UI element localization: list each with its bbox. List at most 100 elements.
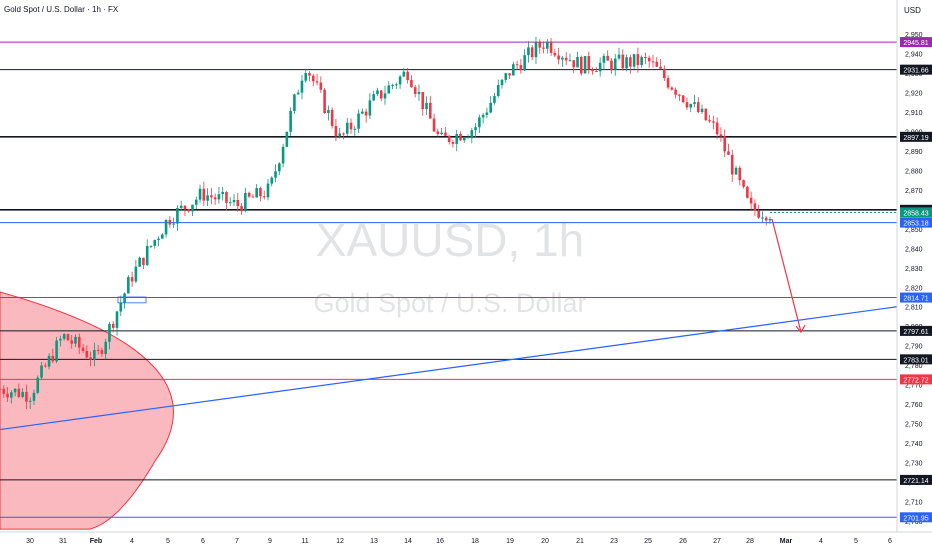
y-tick-label: 2,750 bbox=[905, 422, 923, 429]
candle-body bbox=[327, 109, 330, 113]
candle-body bbox=[678, 94, 681, 96]
candle-body bbox=[730, 154, 734, 175]
consolidation-box[interactable] bbox=[117, 296, 147, 304]
candle-body bbox=[553, 52, 557, 56]
candle-body bbox=[262, 196, 266, 198]
candle-body bbox=[289, 110, 292, 132]
candle-body bbox=[300, 80, 304, 93]
candle-body bbox=[13, 388, 17, 393]
price-label-2772.72 bbox=[900, 374, 932, 385]
candle-body bbox=[308, 73, 311, 76]
candle-body bbox=[428, 102, 432, 119]
candle-body bbox=[568, 60, 572, 62]
candle-body bbox=[613, 58, 617, 70]
candle-body bbox=[149, 245, 153, 247]
candle-body bbox=[395, 84, 398, 86]
candle-body bbox=[311, 75, 315, 82]
x-tick-label: 16 bbox=[436, 538, 444, 545]
candle-body bbox=[145, 245, 149, 265]
candle-body bbox=[576, 56, 579, 68]
candle-body bbox=[244, 192, 247, 212]
candle-body bbox=[368, 100, 372, 116]
x-tick-label: 21 bbox=[576, 538, 584, 545]
candle-body bbox=[564, 57, 568, 61]
y-tick-label: 2,710 bbox=[905, 500, 923, 507]
y-tick-label: 2,890 bbox=[905, 149, 923, 156]
candle-body bbox=[466, 136, 470, 138]
candle-body bbox=[606, 55, 609, 61]
candle-body bbox=[413, 87, 417, 94]
candle-body bbox=[617, 54, 621, 59]
candle-body bbox=[364, 111, 368, 116]
currency-label: USD bbox=[904, 6, 921, 15]
candle-body bbox=[561, 57, 564, 60]
price-label-text: 2772.72 bbox=[903, 377, 928, 384]
candle-body bbox=[206, 195, 209, 201]
y-tick-label: 2,770 bbox=[905, 383, 923, 390]
candle-body bbox=[25, 391, 28, 402]
projection-arrow-head bbox=[795, 324, 806, 334]
x-tick-label: 25 bbox=[644, 538, 652, 545]
x-tick-label: 6 bbox=[888, 538, 892, 545]
candle-body bbox=[376, 90, 379, 95]
candle-body bbox=[719, 134, 723, 137]
price-label-text: 2853.18 bbox=[903, 221, 928, 228]
candle-body bbox=[674, 89, 677, 95]
candle-body bbox=[168, 219, 172, 225]
x-tick-label: 7 bbox=[235, 538, 239, 545]
candle-body bbox=[293, 94, 296, 111]
candle-body bbox=[353, 128, 357, 130]
candle-body bbox=[700, 108, 704, 113]
candle-body bbox=[595, 71, 598, 73]
candle-body bbox=[111, 323, 115, 328]
y-tick-label: 2,740 bbox=[905, 441, 923, 448]
candle-body bbox=[2, 388, 6, 394]
candle-body bbox=[496, 85, 500, 97]
candle-body bbox=[17, 388, 21, 397]
price-label-text: 2783.01 bbox=[903, 357, 928, 364]
candle-body bbox=[296, 92, 300, 95]
price-label-2721.14 bbox=[900, 474, 932, 485]
candle-body bbox=[425, 102, 428, 110]
candle-body bbox=[666, 78, 670, 88]
candle-body bbox=[319, 82, 323, 90]
candle-body bbox=[330, 109, 334, 127]
candle-body bbox=[681, 95, 685, 103]
candle-body bbox=[462, 137, 466, 141]
candle-body bbox=[406, 71, 409, 81]
candle-body bbox=[127, 277, 130, 294]
candle-body bbox=[51, 355, 55, 362]
x-tick-label: 14 bbox=[404, 538, 412, 545]
price-label-text: 2701.95 bbox=[903, 515, 928, 522]
candle-body bbox=[542, 47, 545, 49]
candle-body bbox=[285, 131, 289, 147]
candle-body bbox=[512, 64, 515, 76]
candle-body bbox=[77, 336, 81, 348]
ascending-trendline[interactable] bbox=[0, 306, 898, 431]
candle-body bbox=[704, 108, 708, 121]
x-tick-label: 28 bbox=[746, 538, 754, 545]
candle-body bbox=[43, 365, 47, 367]
candle-body bbox=[579, 56, 583, 74]
candle-body bbox=[142, 257, 145, 265]
x-tick-label: 4 bbox=[130, 538, 134, 545]
projection-arrow[interactable] bbox=[771, 218, 802, 333]
candle-body bbox=[621, 54, 625, 69]
candle-body bbox=[119, 302, 123, 312]
candle-body bbox=[202, 188, 206, 201]
candle-body bbox=[36, 377, 40, 393]
y-tick-label: 2,830 bbox=[905, 266, 923, 273]
candle-body bbox=[478, 117, 481, 128]
price-label-text: 2897.19 bbox=[903, 135, 928, 142]
candle-body bbox=[323, 89, 326, 113]
x-tick-label: 23 bbox=[610, 538, 618, 545]
candle-body bbox=[372, 94, 375, 101]
candle-body bbox=[40, 365, 43, 378]
candle-body bbox=[251, 196, 255, 198]
candle-body bbox=[768, 219, 772, 221]
shaded-zone bbox=[0, 291, 174, 530]
candle-body bbox=[727, 151, 730, 155]
x-tick-label: 13 bbox=[370, 538, 378, 545]
